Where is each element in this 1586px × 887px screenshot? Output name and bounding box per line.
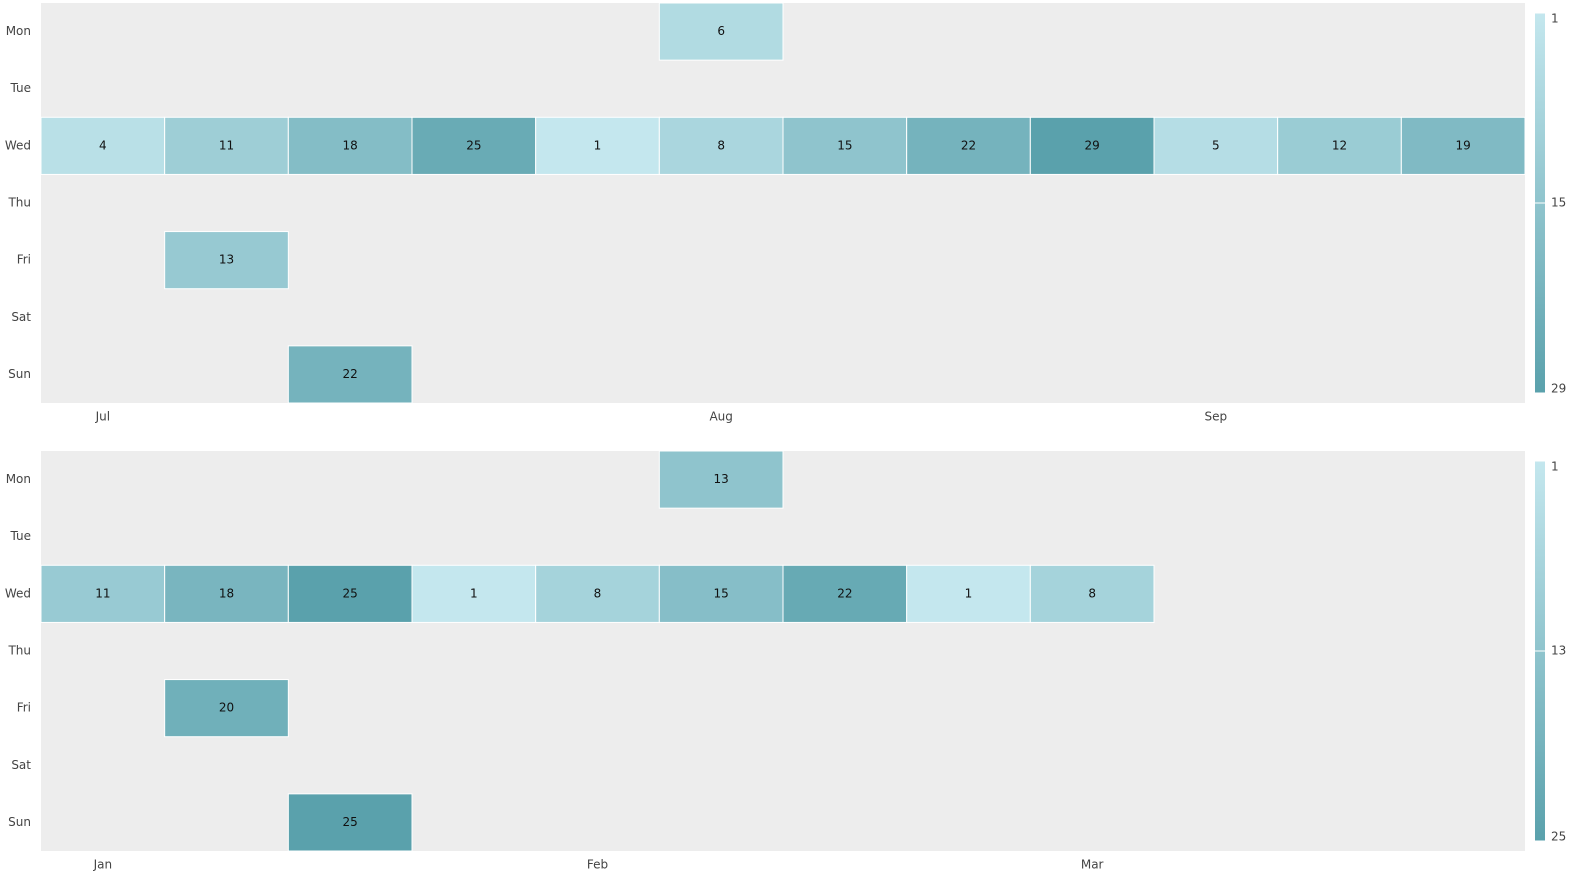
cell-label: 11 bbox=[219, 138, 234, 152]
cell-label: 15 bbox=[837, 138, 852, 152]
cell-label: 5 bbox=[1212, 138, 1220, 152]
cell-label: 1 bbox=[965, 586, 973, 600]
cell-label: 4 bbox=[99, 138, 107, 152]
y-tick-label: Fri bbox=[17, 253, 31, 267]
y-tick-label: Sat bbox=[11, 758, 31, 772]
cell-label: 25 bbox=[466, 138, 481, 152]
heatmap-cell bbox=[782, 116, 908, 175]
x-tick-label: Mar bbox=[1081, 858, 1104, 872]
y-tick-label: Wed bbox=[5, 586, 31, 600]
heatmap-cell bbox=[1400, 116, 1526, 175]
y-tick-label: Thu bbox=[7, 644, 31, 658]
y-tick-label: Sun bbox=[8, 815, 31, 829]
color-bar-label: 13 bbox=[1551, 644, 1566, 658]
color-bar-label: 1 bbox=[1551, 460, 1559, 474]
cell-label: 8 bbox=[1088, 586, 1096, 600]
x-tick-label: Sep bbox=[1205, 410, 1228, 424]
y-tick-label: Wed bbox=[5, 138, 31, 152]
heatmap-cell bbox=[40, 564, 166, 623]
heatmap-cell bbox=[658, 564, 784, 623]
heatmap-cell bbox=[411, 116, 537, 175]
y-tick-label: Fri bbox=[17, 701, 31, 715]
heatmap-cell bbox=[164, 116, 289, 175]
heatmap-cell bbox=[287, 345, 413, 404]
cell-label: 12 bbox=[1332, 138, 1347, 152]
heatmap-cell bbox=[164, 564, 289, 623]
y-tick-label: Tue bbox=[10, 529, 32, 543]
heatmap-cell bbox=[411, 564, 537, 623]
y-tick-label: Mon bbox=[6, 24, 31, 38]
color-bar-label: 29 bbox=[1551, 382, 1566, 396]
cell-label: 20 bbox=[219, 701, 234, 715]
cell-label: 25 bbox=[343, 815, 358, 829]
cell-label: 8 bbox=[717, 138, 725, 152]
heatmap-cell bbox=[1277, 116, 1402, 175]
y-tick-label: Tue bbox=[10, 81, 32, 95]
y-tick-label: Sun bbox=[8, 367, 31, 381]
cell-label: 22 bbox=[961, 138, 976, 152]
plot-background bbox=[41, 3, 1525, 403]
cell-label: 13 bbox=[219, 253, 234, 267]
color-bar-label: 15 bbox=[1551, 196, 1566, 210]
y-tick-label: Mon bbox=[6, 472, 31, 486]
heatmap-cell bbox=[287, 793, 413, 852]
cell-label: 13 bbox=[714, 472, 729, 486]
heatmap-cell bbox=[782, 564, 908, 623]
heatmap-cell bbox=[658, 450, 784, 509]
cell-label: 22 bbox=[837, 586, 852, 600]
heatmap-cell bbox=[287, 116, 413, 175]
cell-label: 1 bbox=[470, 586, 478, 600]
heatmap-cell bbox=[658, 2, 784, 61]
cell-label: 29 bbox=[1085, 138, 1100, 152]
cell-label: 8 bbox=[594, 586, 602, 600]
heatmap-cell bbox=[164, 679, 289, 738]
x-tick-label: Aug bbox=[709, 410, 732, 424]
heatmap-cell bbox=[1029, 116, 1155, 175]
heatmap-cell bbox=[1029, 564, 1155, 623]
cell-label: 19 bbox=[1456, 138, 1471, 152]
color-bar-label: 25 bbox=[1551, 830, 1566, 844]
heatmap-cell bbox=[906, 116, 1031, 175]
cell-label: 6 bbox=[717, 24, 725, 38]
y-tick-label: Thu bbox=[7, 196, 31, 210]
heatmap-cell bbox=[658, 116, 784, 175]
cell-label: 18 bbox=[343, 138, 358, 152]
x-tick-label: Jan bbox=[93, 858, 113, 872]
x-tick-label: Feb bbox=[587, 858, 608, 872]
cell-label: 1 bbox=[594, 138, 602, 152]
cell-label: 15 bbox=[714, 586, 729, 600]
plot-background bbox=[41, 451, 1525, 851]
x-tick-label: Jul bbox=[95, 410, 110, 424]
heatmap-cell bbox=[535, 116, 660, 175]
cell-label: 25 bbox=[343, 586, 358, 600]
heatmap-cell bbox=[287, 564, 413, 623]
y-tick-label: Sat bbox=[11, 310, 31, 324]
cell-label: 22 bbox=[343, 367, 358, 381]
heatmap-cell bbox=[906, 564, 1031, 623]
heatmap-cell bbox=[164, 231, 289, 290]
heatmap-cell bbox=[40, 116, 166, 175]
cell-label: 18 bbox=[219, 586, 234, 600]
color-bar-label: 1 bbox=[1551, 12, 1559, 26]
cell-label: 11 bbox=[95, 586, 110, 600]
